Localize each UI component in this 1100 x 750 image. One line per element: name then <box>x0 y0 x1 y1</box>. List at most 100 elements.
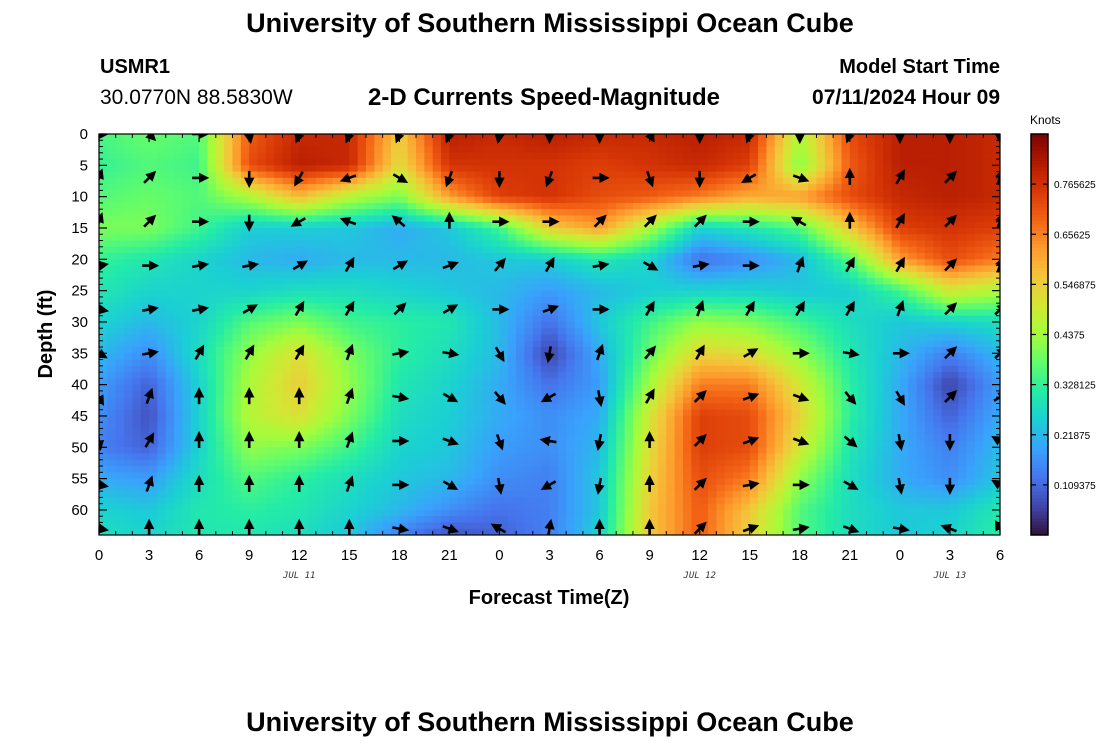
heatmap-cell <box>182 253 192 260</box>
heatmap-cell <box>524 397 534 405</box>
heatmap-cell <box>774 409 784 417</box>
heatmap-cell <box>749 184 759 191</box>
heatmap-cell <box>290 240 300 248</box>
heatmap-cell <box>449 403 459 411</box>
heatmap-cell <box>599 271 609 279</box>
heatmap-cell <box>733 347 742 354</box>
heatmap-cell <box>557 159 567 166</box>
heatmap-cell <box>132 152 142 160</box>
heatmap-cell <box>991 265 1000 273</box>
heatmap-cell <box>149 415 158 423</box>
heatmap-cell <box>574 403 584 411</box>
heatmap-cell <box>883 278 893 285</box>
heatmap-cell <box>516 372 526 379</box>
heatmap-cell <box>499 315 509 323</box>
heatmap-cell <box>824 152 834 160</box>
heatmap-cell <box>716 328 726 336</box>
heatmap-cell <box>883 265 893 273</box>
heatmap-cell <box>315 171 325 179</box>
heatmap-cell <box>524 246 534 254</box>
heatmap-cell <box>232 309 242 317</box>
heatmap-cell <box>933 340 943 348</box>
heatmap-cell <box>682 415 692 423</box>
heatmap-cell <box>190 227 200 235</box>
heatmap-cell <box>557 303 567 311</box>
heatmap-cell <box>232 253 242 260</box>
heatmap-cell <box>182 284 192 292</box>
heatmap-cell <box>716 353 726 361</box>
heatmap-cell <box>224 340 234 348</box>
heatmap-cell <box>332 165 342 173</box>
heatmap-cell <box>691 321 701 329</box>
heatmap-cell <box>399 253 409 260</box>
heatmap-cell <box>983 290 993 298</box>
heatmap-cell <box>708 259 717 267</box>
heatmap-cell <box>674 284 684 292</box>
heatmap-cell <box>966 152 976 160</box>
heatmap-cell <box>416 303 425 311</box>
heatmap-cell <box>549 378 559 386</box>
heatmap-cell <box>315 190 325 198</box>
heatmap-cell <box>399 321 409 329</box>
heatmap-cell <box>808 171 818 179</box>
heatmap-cell <box>149 196 158 204</box>
heatmap-cell <box>849 253 859 260</box>
heatmap-cell <box>933 215 943 223</box>
heatmap-cell <box>632 271 642 279</box>
heatmap-cell <box>449 359 459 367</box>
heatmap-cell <box>524 215 534 223</box>
heatmap-cell <box>115 234 125 242</box>
heatmap-cell <box>416 221 425 229</box>
heatmap-cell <box>624 140 634 148</box>
heatmap-cell <box>733 152 742 160</box>
heatmap-cell <box>382 215 392 223</box>
heatmap-cell <box>858 140 868 148</box>
heatmap-cell <box>307 271 317 279</box>
heatmap-cell <box>190 334 200 342</box>
heatmap-cell <box>991 403 1000 411</box>
heatmap-cell <box>382 340 392 348</box>
heatmap-cell <box>541 209 551 217</box>
heatmap-cell <box>207 397 217 405</box>
heatmap-cell <box>733 315 742 323</box>
heatmap-cell <box>874 378 884 386</box>
heatmap-cell <box>808 378 818 386</box>
heatmap-cell <box>441 265 450 273</box>
heatmap-cell <box>390 246 400 254</box>
heatmap-cell <box>199 271 209 279</box>
heatmap-cell <box>257 415 267 423</box>
heatmap-cell <box>491 227 501 235</box>
heatmap-cell <box>290 190 300 198</box>
heatmap-cell <box>165 384 175 392</box>
heatmap-cell <box>307 227 317 235</box>
heatmap-cell <box>691 265 701 273</box>
heatmap-cell <box>332 171 342 179</box>
heatmap-cell <box>232 177 242 185</box>
heatmap-cell <box>591 234 601 242</box>
heatmap-cell <box>332 140 342 148</box>
heatmap-cell <box>240 284 250 292</box>
heatmap-cell <box>766 372 776 379</box>
heatmap-cell <box>107 246 117 254</box>
heatmap-cell <box>207 190 217 198</box>
heatmap-cell <box>883 328 893 336</box>
heatmap-cell <box>616 328 626 336</box>
heatmap-cell <box>891 190 901 198</box>
heatmap-cell <box>741 328 751 336</box>
heatmap-cell <box>157 290 167 298</box>
heatmap-cell <box>649 234 659 242</box>
heatmap-cell <box>749 140 759 148</box>
heatmap-cell <box>716 171 726 179</box>
heatmap-cell <box>274 196 284 204</box>
heatmap-cell <box>499 159 509 166</box>
heatmap-cell <box>924 278 934 285</box>
heatmap-cell <box>149 190 158 198</box>
heatmap-cell <box>649 340 659 348</box>
heatmap-cell <box>491 409 501 417</box>
heatmap-cell <box>649 378 659 386</box>
heatmap-cell <box>749 334 759 342</box>
heatmap-cell <box>332 328 342 336</box>
heatmap-cell <box>524 278 534 285</box>
heatmap-cell <box>824 328 834 336</box>
heatmap-cell <box>541 365 551 373</box>
